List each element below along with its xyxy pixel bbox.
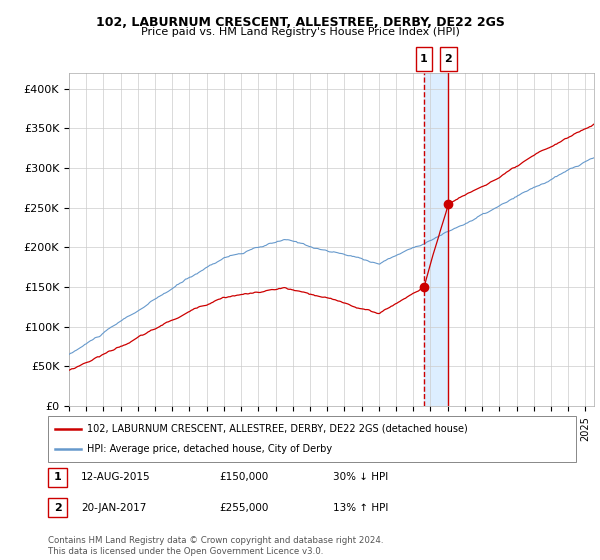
Text: Contains HM Land Registry data © Crown copyright and database right 2024.
This d: Contains HM Land Registry data © Crown c… <box>48 536 383 556</box>
Text: £255,000: £255,000 <box>219 503 268 513</box>
Text: Price paid vs. HM Land Registry's House Price Index (HPI): Price paid vs. HM Land Registry's House … <box>140 27 460 37</box>
Bar <box>424 73 448 406</box>
Text: £150,000: £150,000 <box>219 472 268 482</box>
Text: 2: 2 <box>54 503 61 513</box>
Text: 2: 2 <box>445 54 452 64</box>
Text: 1: 1 <box>420 54 428 64</box>
Text: 20-JAN-2017: 20-JAN-2017 <box>81 503 146 513</box>
Text: 102, LABURNUM CRESCENT, ALLESTREE, DERBY, DE22 2GS (detached house): 102, LABURNUM CRESCENT, ALLESTREE, DERBY… <box>87 424 468 434</box>
Text: HPI: Average price, detached house, City of Derby: HPI: Average price, detached house, City… <box>87 444 332 454</box>
Text: 1: 1 <box>54 472 61 482</box>
Text: 102, LABURNUM CRESCENT, ALLESTREE, DERBY, DE22 2GS: 102, LABURNUM CRESCENT, ALLESTREE, DERBY… <box>95 16 505 29</box>
Text: 13% ↑ HPI: 13% ↑ HPI <box>333 503 388 513</box>
Text: 30% ↓ HPI: 30% ↓ HPI <box>333 472 388 482</box>
Text: 12-AUG-2015: 12-AUG-2015 <box>81 472 151 482</box>
